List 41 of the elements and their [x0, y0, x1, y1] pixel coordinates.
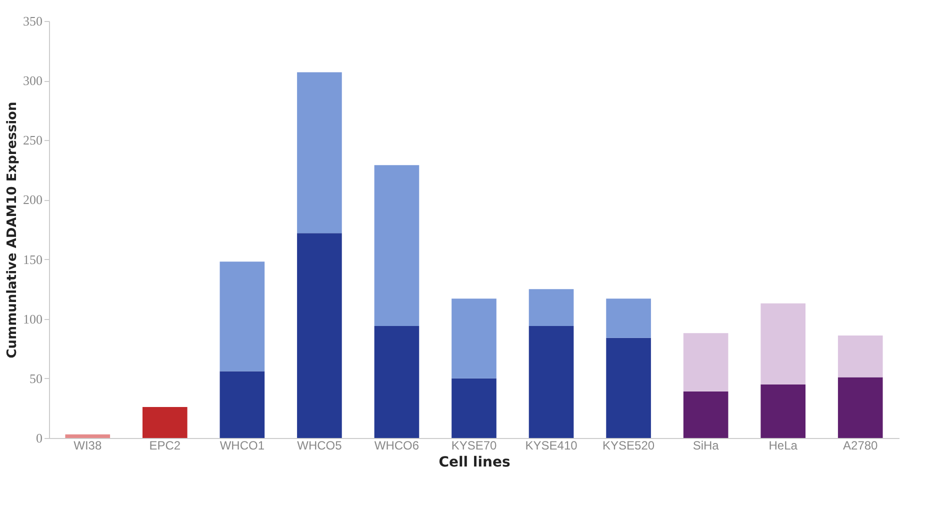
y-tick-label: 0: [36, 430, 42, 446]
x-tick-label: WHCO6: [374, 438, 420, 452]
bar: [528, 326, 574, 438]
y-tick-label: 200: [23, 192, 42, 208]
x-tick-label: A2780: [843, 438, 878, 452]
bar: [220, 262, 265, 372]
x-tick-label: WI38: [74, 438, 102, 452]
x-tick-label: SiHa: [692, 438, 720, 452]
bar: [606, 298, 651, 338]
bar: [683, 392, 728, 438]
x-tick-label: WHCO1: [220, 438, 265, 452]
x-tick-label: KYSE410: [525, 438, 578, 452]
y-tick-label: 100: [23, 311, 42, 326]
bar: [760, 384, 806, 438]
y-axis-title: Cummunlative ADAM10 Expression: [5, 102, 20, 358]
y-tick-label: 150: [23, 252, 42, 267]
y-tick-label: 350: [23, 14, 42, 28]
bar: [374, 165, 420, 326]
y-tick-label: 250: [23, 132, 42, 148]
bar: [297, 233, 342, 438]
bar: [142, 407, 188, 438]
x-tick-label: WHCO5: [297, 438, 342, 452]
y-tick-label: 300: [23, 73, 42, 88]
bar: [297, 72, 342, 234]
bar: [683, 333, 728, 392]
x-tick-label: HeLa: [768, 438, 798, 452]
bar: [452, 298, 496, 378]
bar: [452, 378, 496, 438]
bar: [374, 326, 420, 438]
y-tick-label: 50: [30, 370, 42, 386]
x-axis-title: Cell lines: [438, 454, 510, 470]
bar: [606, 338, 651, 438]
x-tick-label: KYSE70: [451, 438, 497, 452]
bar: [838, 377, 883, 438]
bar: [838, 336, 883, 378]
bar: [760, 303, 806, 384]
bar: [65, 434, 110, 438]
bar: [528, 289, 574, 326]
bar: [220, 371, 265, 438]
x-tick-label: KYSE520: [602, 438, 655, 452]
x-tick-label: EPC2: [149, 438, 181, 452]
